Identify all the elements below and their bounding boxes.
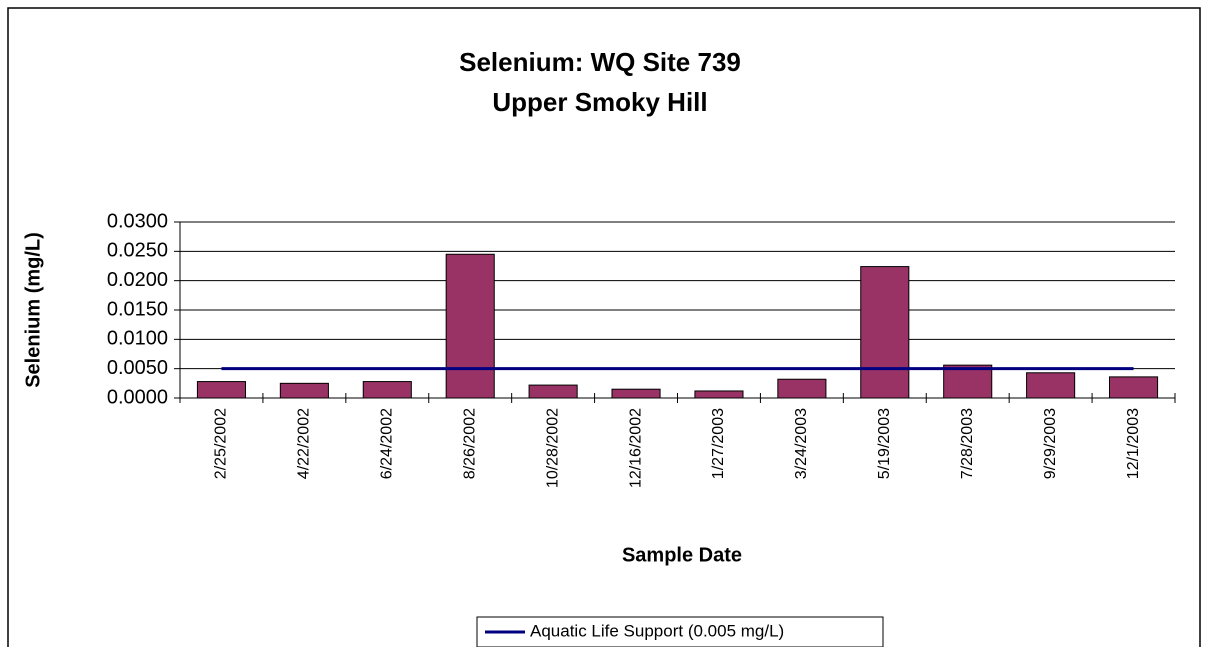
x-axis-label: Sample Date xyxy=(622,544,742,566)
x-tick-label: 5/19/2003 xyxy=(876,408,893,479)
bar xyxy=(528,384,578,399)
bar xyxy=(943,364,993,399)
bar xyxy=(445,253,495,399)
x-tick-label: 7/28/2003 xyxy=(959,408,976,479)
y-tick-label: 0.0000 xyxy=(107,386,168,408)
bar xyxy=(611,388,661,399)
bar xyxy=(1026,372,1076,399)
bar xyxy=(196,381,247,399)
x-tick-label: 12/16/2002 xyxy=(627,408,644,488)
chart-subtitle: Upper Smoky Hill xyxy=(492,87,707,117)
x-tick-label: 10/28/2002 xyxy=(544,408,561,488)
x-tick-label: 4/22/2002 xyxy=(296,408,313,479)
x-tick-label: 1/27/2003 xyxy=(710,408,727,479)
y-tick-label: 0.0100 xyxy=(107,328,168,350)
y-tick-label: 0.0300 xyxy=(107,210,168,232)
x-tick-label: 8/26/2002 xyxy=(461,408,478,479)
legend-label: Aquatic Life Support (0.005 mg/L) xyxy=(530,621,784,640)
chart-border xyxy=(7,7,1201,647)
x-tick-label: 9/29/2003 xyxy=(1042,408,1059,479)
x-tick-label: 3/24/2003 xyxy=(793,408,810,479)
bar xyxy=(860,266,910,399)
legend: Aquatic Life Support (0.005 mg/L) xyxy=(476,616,884,648)
bar xyxy=(1108,376,1159,399)
legend-box xyxy=(476,616,884,648)
bar xyxy=(777,378,827,399)
x-tick-label: 2/25/2002 xyxy=(213,408,230,479)
chart-title: Selenium: WQ Site 739 xyxy=(459,47,741,77)
y-axis-label: Selenium (mg/L) xyxy=(22,232,44,388)
x-tick-label: 6/24/2002 xyxy=(379,408,396,479)
x-tick-label: 12/1/2003 xyxy=(1125,408,1142,479)
y-tick-label: 0.0050 xyxy=(107,357,168,379)
y-tick-label: 0.0200 xyxy=(107,269,168,291)
y-tick-label: 0.0150 xyxy=(107,298,168,320)
y-tick-label: 0.0250 xyxy=(107,240,168,262)
bar xyxy=(362,381,412,399)
bar xyxy=(279,382,329,399)
bar xyxy=(694,390,744,399)
